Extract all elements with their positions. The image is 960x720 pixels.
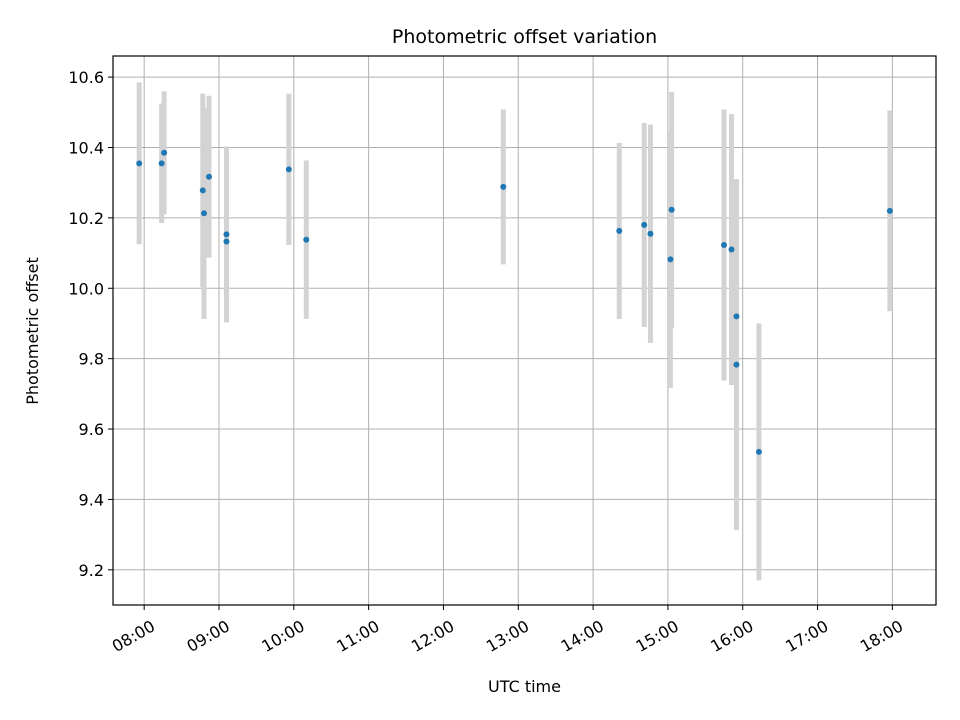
data-point — [647, 230, 654, 237]
data-point — [199, 187, 206, 194]
data-point — [303, 236, 310, 243]
plot-frame — [112, 55, 937, 606]
data-point — [733, 313, 740, 320]
y-axis: 9.2 9.4 9.6 9.8 10.0 10.2 10.4 10.6 — [68, 68, 113, 580]
x-axis: 08:00 09:00 10:00 11:00 12:00 13:00 14:00 15:00… — [109, 605, 906, 656]
x-tick-label: 16:00 — [707, 616, 756, 656]
data-point — [886, 207, 893, 214]
x-tick-label: 11:00 — [333, 616, 382, 656]
x-axis-label: UTC time — [488, 677, 561, 696]
data-point — [721, 241, 728, 248]
x-tick-label: 15:00 — [632, 616, 681, 656]
point-layer — [136, 149, 893, 455]
y-tick-label: 10.4 — [68, 139, 104, 158]
y-tick-label: 9.4 — [79, 490, 104, 509]
x-tick-label: 18:00 — [857, 616, 906, 656]
x-tick-label: 10:00 — [258, 616, 307, 656]
chart-title: Photometric offset variation — [392, 26, 657, 48]
x-tick-label: 17:00 — [782, 616, 831, 656]
data-point — [668, 206, 675, 213]
data-point — [285, 166, 292, 173]
y-tick-label: 10.0 — [68, 279, 104, 298]
data-point — [161, 149, 168, 156]
data-point — [223, 231, 230, 238]
data-point — [201, 210, 208, 217]
x-tick-label: 13:00 — [483, 616, 532, 656]
y-tick-label: 10.2 — [68, 209, 104, 228]
y-tick-label: 9.2 — [79, 561, 104, 580]
data-point — [733, 361, 740, 368]
data-point — [755, 448, 762, 455]
y-tick-label: 9.6 — [79, 420, 104, 439]
data-point — [206, 173, 213, 180]
x-tick-label: 14:00 — [558, 616, 607, 656]
x-tick-label: 08:00 — [109, 616, 158, 656]
y-tick-label: 9.8 — [79, 350, 104, 369]
y-tick-label: 10.6 — [68, 68, 104, 87]
x-tick-label: 12:00 — [408, 616, 457, 656]
errorbar-layer — [136, 82, 893, 581]
data-point — [641, 221, 648, 228]
data-point — [728, 246, 735, 253]
y-axis-label: Photometric offset — [23, 257, 42, 405]
data-point — [616, 227, 623, 234]
data-point — [136, 160, 143, 167]
data-point — [158, 160, 165, 167]
grid-layer — [113, 56, 936, 605]
data-point — [500, 183, 507, 190]
data-point — [667, 256, 674, 263]
x-tick-label: 09:00 — [184, 616, 233, 656]
data-point — [223, 238, 230, 245]
